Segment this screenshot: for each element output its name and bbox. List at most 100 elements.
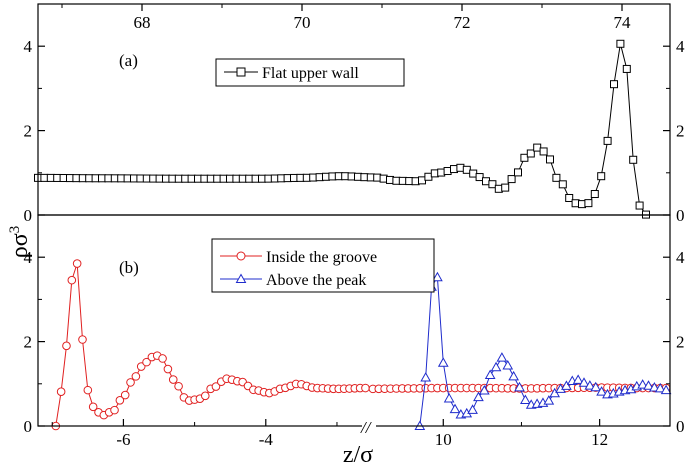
panel-b-series-0-point-21 [163, 364, 173, 374]
panel-b-series-2-point-16 [508, 370, 519, 381]
panel-b-series-2-point-28 [578, 377, 590, 387]
panel-b-series-0-point-20 [158, 354, 167, 363]
panel-b-frame [37, 214, 671, 427]
panel-b-series-2-point-38 [637, 379, 648, 389]
panel-a-series-0-point-87 [590, 190, 599, 199]
panel-b-series-0-point-7 [88, 402, 98, 412]
panel-b-ytick-label-right-1: 2 [676, 333, 685, 352]
panel-a-ytick-label-right-1: 2 [676, 122, 685, 141]
panel-a-ytick-label-left-1: 2 [24, 122, 33, 141]
panel-b-series-0-point-1 [56, 387, 66, 397]
panel-b-series-0-point-6 [83, 385, 93, 395]
panel-b-series-2-point-29 [584, 380, 596, 390]
panel-b-series-2-point-5 [443, 392, 455, 403]
panel-a-label: (a) [119, 51, 138, 70]
axis-break-gap [362, 421, 376, 431]
panel-b-label: (b) [119, 258, 139, 277]
panel-a-series-0-point-93 [629, 155, 638, 164]
panel-b-xtick-label-right-0: 10 [435, 430, 452, 449]
panel-a-legend: Flat upper wall [215, 58, 405, 87]
panel-b-series-0-point-4 [72, 259, 82, 268]
panel-a: 0 0 2 2 4 4 68 70 72 74 (a) Flat upper wall [24, 3, 685, 225]
axis-break-symbol: // [360, 418, 373, 437]
panel-b-legend: Inside the groove Above the peak [211, 238, 435, 293]
panel-b-ytick-label-left-0: 0 [24, 417, 33, 436]
panel-b-xtick-label-left-1: -4 [259, 430, 274, 449]
legend-label-flat-upper-wall: Flat upper wall [262, 65, 359, 82]
panel-b-series-0-point-2 [62, 341, 71, 351]
panel-b-series-2-point-3 [432, 271, 443, 282]
panel-a-ticks: 0 0 2 2 4 4 68 70 72 74 [24, 4, 685, 225]
panel-b-series-2-point-15 [502, 359, 514, 370]
panel-b-series-2-point-41 [654, 382, 666, 393]
panel-b-ytick-label-left-2: 4 [24, 248, 33, 267]
panel-a-ytick-label-left-0: 0 [24, 206, 33, 225]
panel-a-ytick-label-right-0: 0 [676, 206, 685, 225]
panel-b-series-0-point-30 [211, 382, 221, 391]
x-axis-title: z/σ [343, 442, 373, 467]
panel-b-ytick-label-right-0: 0 [676, 417, 685, 436]
panel-b-series-2-point-25 [561, 380, 572, 390]
panel-b-series-2-point-9 [467, 404, 478, 414]
panel-a-xtick-label-2: 72 [454, 13, 471, 32]
panel-b-series-2-point-27 [572, 374, 584, 384]
panel-b-series-2-point-6 [449, 403, 461, 414]
legend-marker-above-the-peak [235, 273, 247, 283]
legend-marker-inside-the-groove [236, 251, 246, 261]
panel-b-series-0-point-13 [120, 390, 130, 400]
panel-a-xtick-label-1: 70 [294, 13, 311, 32]
panel-a-series-0-point-88 [597, 172, 606, 181]
y-axis-title-superscript: 3 [7, 226, 23, 234]
panel-a-series-0-point-91 [616, 39, 625, 48]
panel-a-series-0-point-74 [507, 175, 516, 184]
y-axis-title-main: ρσ [7, 233, 33, 258]
panel-b-series-2-point-12 [484, 369, 496, 380]
panel-b-series-2-point-22 [543, 395, 555, 405]
panel-a-series-0-point-82 [558, 180, 567, 189]
panel-b-series-2-point-1 [420, 371, 432, 382]
panel-a-series-0-point-92 [622, 64, 631, 73]
panel-b-series-0-point-11 [110, 405, 119, 415]
axis-break: // [360, 418, 376, 437]
legend-label-above-the-peak: Above the peak [266, 272, 366, 289]
panel-a-ytick-label-right-2: 4 [676, 37, 685, 56]
panel-b-series-0-point-58 [361, 383, 370, 393]
legend-label-inside-the-groove: Inside the groove [266, 249, 377, 266]
panel-b-series-0-point-12 [115, 395, 125, 405]
panel-b-series-2-point-39 [643, 380, 654, 390]
panel-a-series-0-point-90 [610, 80, 618, 89]
panel-b-series-0-point-17 [142, 357, 151, 367]
panel-b-ticks: 0 0 2 2 4 4 -6 -4 10 12 [24, 248, 686, 449]
panel-a-series-0-point-71 [488, 180, 497, 189]
panel-b-xtick-label-left-0: -6 [116, 430, 130, 449]
panel-b-series-2-point-4 [437, 357, 449, 367]
panel-b-series-0-point-14 [126, 378, 135, 387]
panel-b-data-layer [51, 259, 672, 431]
panel-b-series-0-point-15 [131, 372, 141, 381]
panel-a-series-0-point-89 [603, 136, 612, 145]
panel-a-series-0-point-76 [520, 153, 529, 162]
panel-b-series-2-point-14 [496, 352, 508, 362]
panel-b-series-0-point-3 [67, 275, 77, 285]
panel-b-series-2-point-11 [478, 385, 490, 395]
panel-b-series-2-point-10 [473, 391, 484, 402]
panel-b-series-2-point-18 [520, 394, 531, 404]
panel-b-series-0-point-28 [200, 391, 210, 401]
panel-b-xtick-label-right-1: 12 [591, 430, 608, 449]
panel-b-series-2-point-40 [649, 381, 660, 392]
panel-b: 0 0 2 2 4 4 -6 -4 10 12 // (b) Inside the groove … [24, 214, 686, 449]
legend-marker-flat-upper-wall [236, 67, 246, 77]
panel-b-series-0-point-23 [174, 381, 183, 391]
panel-a-series-0-point-80 [546, 155, 554, 164]
panel-a-data-layer [34, 39, 650, 219]
panel-a-series-0-point-69 [475, 173, 484, 182]
panel-b-ytick-label-right-2: 4 [676, 248, 685, 267]
panel-b-series-2-point-30 [590, 381, 602, 392]
panel-a-xtick-label-3: 74 [614, 13, 632, 32]
panel-a-series-0-point-73 [501, 183, 510, 192]
panel-b-legend-box [211, 238, 435, 293]
panel-b-series-0-point-5 [78, 335, 87, 344]
panel-a-series-0-point-81 [552, 173, 561, 182]
panel-b-series-0-point-22 [168, 375, 178, 384]
